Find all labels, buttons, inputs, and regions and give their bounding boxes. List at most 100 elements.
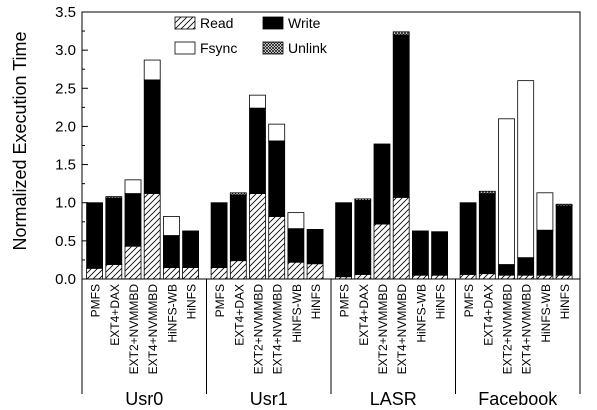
y-axis-ticks: 0.0 0.5 1.0 1.5 2.0 2.5 3.0 3.5	[55, 4, 88, 288]
x-tick-label: EXT4+NVMMBD	[271, 284, 285, 375]
group-label: LASR	[370, 389, 417, 409]
fsync-segment	[517, 80, 535, 259]
y-axis-label: Normalized Execution Time	[10, 31, 30, 250]
write-segment	[162, 235, 180, 268]
fsync-segment	[162, 216, 180, 236]
y-tick-label: 0.0	[55, 271, 76, 288]
read-segment	[392, 196, 410, 280]
read-segment	[105, 264, 123, 280]
unlink-segment	[229, 192, 247, 196]
x-tick-label: HiNFS-WB	[290, 284, 304, 343]
y-axis-label-group: Normalized Execution Time	[10, 31, 30, 250]
x-tick-label: HiNFS-WB	[414, 284, 428, 343]
y-tick-label: 3.5	[55, 4, 76, 21]
write-segment	[143, 79, 161, 194]
x-tick-label: PMFS	[338, 284, 352, 317]
group-label: Usr0	[125, 389, 163, 409]
x-tick-labels: PMFS EXT4+DAX EXT2+NVMMBD EXT4+NVMMBD HiNFS-…	[89, 284, 572, 375]
y-tick-label: 1.0	[55, 195, 76, 212]
fsync-segment	[124, 179, 142, 194]
x-tick-label: PMFS	[89, 284, 103, 317]
legend-label-unlink: Unlink	[288, 40, 328, 56]
write-segment	[498, 264, 515, 276]
write-segment	[335, 202, 353, 278]
x-tick-label: PMFS	[213, 284, 227, 317]
read-segment	[373, 223, 391, 280]
plot-frame	[81, 11, 581, 280]
unlink-segment	[478, 190, 496, 194]
x-tick-label: EXT4+DAX	[232, 284, 246, 346]
unlink-segment	[105, 196, 123, 199]
x-tick-label: PMFS	[462, 284, 476, 317]
x-tick-label: EXT4+NVMMBD	[520, 284, 534, 375]
group-labels: Usr0 Usr1 LASR Facebook	[81, 279, 581, 409]
read-segment	[268, 216, 286, 280]
write-segment	[411, 230, 429, 276]
x-tick-label: HiNFS	[434, 284, 448, 319]
x-tick-label: EXT4+NVMMBD	[395, 284, 409, 375]
fsync-segment	[536, 192, 554, 231]
read-segment	[249, 193, 266, 280]
x-tick-label: EXT4+DAX	[357, 284, 371, 346]
read-segment	[517, 274, 535, 280]
x-tick-label: HiNFS	[558, 284, 572, 319]
y-tick-label: 0.5	[55, 233, 76, 250]
write-segment	[536, 229, 554, 276]
x-tick-label: EXT2+NVMMBD	[127, 284, 141, 375]
fsync-segment	[287, 212, 305, 230]
read-segment	[210, 267, 228, 280]
legend-swatch-unlink	[262, 41, 284, 55]
write-segment	[182, 230, 200, 268]
bars-layer	[86, 31, 573, 280]
legend-swatch-read	[174, 16, 196, 30]
read-segment	[555, 274, 573, 280]
group-label: Usr1	[250, 389, 288, 409]
legend: Read Write Fsync Unlink	[174, 15, 328, 56]
y-tick-label: 1.5	[55, 157, 76, 174]
write-segment	[124, 193, 142, 247]
y-tick-label: 3.0	[55, 42, 76, 59]
write-segment	[354, 200, 372, 275]
y-tick-label: 2.5	[55, 80, 76, 97]
write-segment	[392, 34, 410, 198]
write-segment	[306, 229, 324, 265]
fsync-segment	[249, 94, 266, 109]
group-label: Facebook	[478, 389, 558, 409]
write-segment	[555, 205, 573, 276]
fsync-segment	[143, 59, 161, 81]
x-tick-label: EXT4+DAX	[108, 284, 122, 346]
x-tick-label: EXT4+NVMMBD	[146, 284, 160, 375]
write-segment	[459, 202, 477, 275]
fsync-segment	[268, 123, 286, 142]
write-segment	[268, 140, 286, 217]
write-segment	[478, 193, 496, 275]
unlink-segment	[555, 203, 573, 207]
x-tick-label: HiNFS	[185, 284, 199, 319]
x-tick-label: EXT2+NVMMBD	[376, 284, 390, 375]
read-segment	[431, 274, 449, 280]
read-segment	[143, 193, 161, 280]
read-segment	[306, 263, 324, 280]
legend-label-fsync: Fsync	[200, 40, 237, 56]
read-segment	[478, 273, 496, 280]
y-tick-label: 2.0	[55, 118, 76, 135]
write-segment	[287, 228, 305, 263]
x-tick-label: HiNFS-WB	[539, 284, 553, 343]
read-segment	[498, 274, 515, 280]
read-segment	[536, 274, 554, 280]
legend-swatch-write	[262, 16, 284, 30]
legend-swatch-fsync	[174, 41, 196, 55]
write-segment	[373, 144, 391, 225]
read-segment	[162, 267, 180, 280]
write-segment	[210, 202, 228, 268]
legend-label-read: Read	[200, 15, 233, 31]
x-tick-label: EXT2+NVMMBD	[501, 284, 515, 375]
write-segment	[249, 107, 266, 194]
read-segment	[459, 274, 477, 280]
x-tick-label: HiNFS-WB	[165, 284, 179, 343]
x-tick-label: HiNFS	[309, 284, 323, 319]
read-segment	[354, 274, 372, 280]
read-segment	[411, 274, 429, 280]
write-segment	[229, 194, 247, 262]
